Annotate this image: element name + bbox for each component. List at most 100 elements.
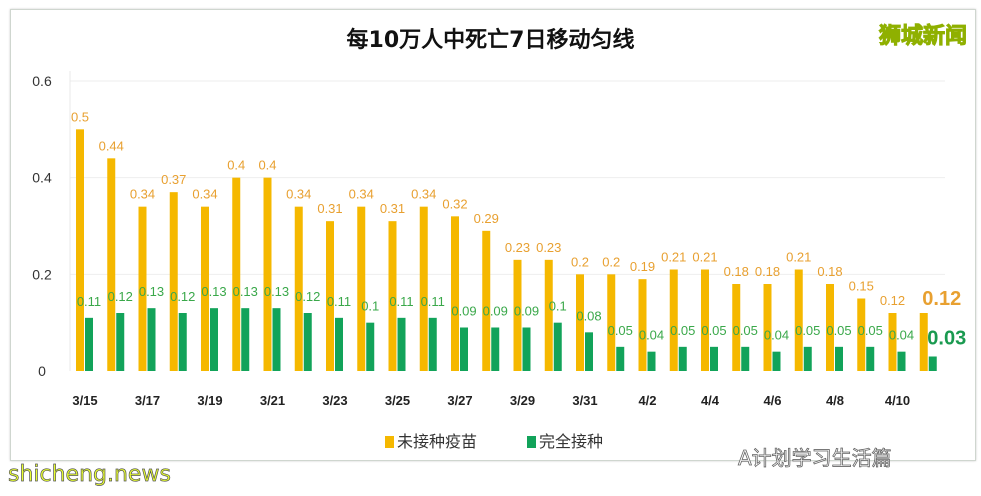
wechat-watermark: A计划学习生活篇 [738, 446, 892, 471]
data-label: 0.12 [922, 288, 961, 310]
bar-unvaccinated [732, 284, 741, 371]
data-label: 0.34 [192, 187, 217, 202]
data-label: 0.13 [139, 284, 164, 299]
data-label: 0.12 [108, 289, 133, 304]
data-label: 0.12 [880, 293, 905, 308]
data-label: 0.12 [170, 289, 195, 304]
bar-unvaccinated [826, 284, 834, 371]
data-label: 0.12 [295, 289, 320, 304]
bar-vaccinated [710, 346, 718, 371]
chart-title: 每10万人中死亡7日移动匀线 [346, 28, 635, 53]
bar-vaccinated [928, 356, 937, 371]
legend-item-vaccinated: 完全接种 [527, 428, 603, 452]
bar-unvaccinated [232, 177, 241, 371]
data-label: 0.34 [286, 187, 311, 202]
bar-unvaccinated [451, 216, 459, 371]
bar-unvaccinated [201, 206, 209, 371]
chart-frame [10, 9, 976, 461]
bar-unvaccinated [513, 259, 522, 371]
data-label: 0.11 [421, 294, 445, 309]
data-label: 0.2 [571, 254, 589, 269]
bar-unvaccinated [701, 269, 709, 371]
bar-unvaccinated [607, 274, 616, 371]
data-label: 0.05 [795, 323, 820, 338]
data-label: 0.13 [201, 284, 226, 299]
data-label: 0.11 [327, 294, 351, 309]
bar-vaccinated [178, 313, 187, 371]
data-label: 0.09 [483, 304, 508, 319]
bar-vaccinated [210, 308, 218, 371]
legend-swatch [527, 436, 537, 448]
bar-vaccinated [272, 308, 281, 371]
x-tick-label: 3/17 [135, 393, 160, 408]
x-tick-label: 4/8 [826, 393, 844, 408]
logo-watermark: 狮城新闻 [878, 24, 967, 50]
data-label: 0.05 [826, 323, 851, 338]
data-label: 0.1 [361, 299, 379, 314]
bar-unvaccinated [888, 313, 897, 371]
bar-unvaccinated [544, 259, 553, 371]
bar-vaccinated [397, 317, 406, 371]
bar-vaccinated [85, 317, 93, 371]
bar-vaccinated [835, 346, 843, 371]
y-tick-label: 0.2 [32, 266, 52, 282]
bar-vaccinated [460, 327, 468, 371]
data-label: 0.44 [99, 138, 124, 153]
data-label: 0.21 [786, 250, 811, 265]
bar-unvaccinated [263, 177, 272, 371]
data-label: 0.31 [317, 201, 342, 216]
y-tick-label: 0 [38, 363, 46, 379]
data-label: 0.13 [264, 284, 289, 299]
data-label: 0.04 [764, 328, 789, 343]
data-label: 0.08 [576, 308, 601, 323]
x-tick-label: 4/6 [763, 393, 781, 408]
x-tick-label: 3/25 [385, 393, 410, 408]
data-label: 0.05 [733, 323, 758, 338]
x-tick-label: 3/23 [322, 393, 347, 408]
data-label: 0.05 [858, 323, 883, 338]
x-tick-label: 3/15 [72, 393, 97, 408]
data-label: 0.37 [161, 172, 186, 187]
bar-unvaccinated [169, 192, 178, 371]
data-label: 0.18 [755, 264, 780, 279]
bar-vaccinated [803, 346, 812, 371]
legend: 未接种疫苗 完全接种 [385, 428, 603, 452]
data-label: 0.31 [380, 201, 405, 216]
data-label: 0.4 [258, 158, 276, 173]
y-tick-label: 0.4 [32, 170, 52, 186]
bar-unvaccinated [919, 313, 928, 371]
bar-unvaccinated [294, 206, 303, 371]
data-label: 0.21 [661, 250, 686, 265]
legend-item-unvaccinated: 未接种疫苗 [385, 428, 477, 452]
bar-vaccinated [772, 351, 781, 371]
bar-vaccinated [616, 346, 625, 371]
data-label: 0.03 [927, 328, 966, 350]
data-label: 0.04 [889, 328, 914, 343]
bar-unvaccinated [794, 269, 803, 371]
bar-unvaccinated [138, 206, 147, 371]
data-label: 0.18 [724, 264, 749, 279]
data-label: 0.34 [349, 187, 374, 202]
bar-unvaccinated [107, 158, 116, 371]
x-tick-label: 4/4 [701, 393, 720, 408]
data-label: 0.05 [608, 323, 633, 338]
data-label: 0.11 [77, 294, 101, 309]
bar-vaccinated [335, 317, 343, 371]
bar-vaccinated [241, 308, 250, 371]
data-label: 0.15 [849, 279, 874, 294]
bar-unvaccinated [857, 298, 866, 371]
bar-vaccinated [522, 327, 531, 371]
bar-vaccinated [678, 346, 687, 371]
bar-vaccinated [553, 322, 562, 371]
data-label: 0.1 [549, 299, 567, 314]
x-tick-label: 3/29 [510, 393, 535, 408]
x-tick-label: 3/19 [197, 393, 222, 408]
x-tick-label: 3/21 [260, 393, 285, 408]
data-label: 0.11 [389, 294, 413, 309]
bar-vaccinated [897, 351, 906, 371]
data-label: 0.05 [670, 323, 695, 338]
data-label: 0.2 [602, 254, 620, 269]
x-tick-label: 4/10 [885, 393, 910, 408]
data-label: 0.23 [505, 240, 530, 255]
